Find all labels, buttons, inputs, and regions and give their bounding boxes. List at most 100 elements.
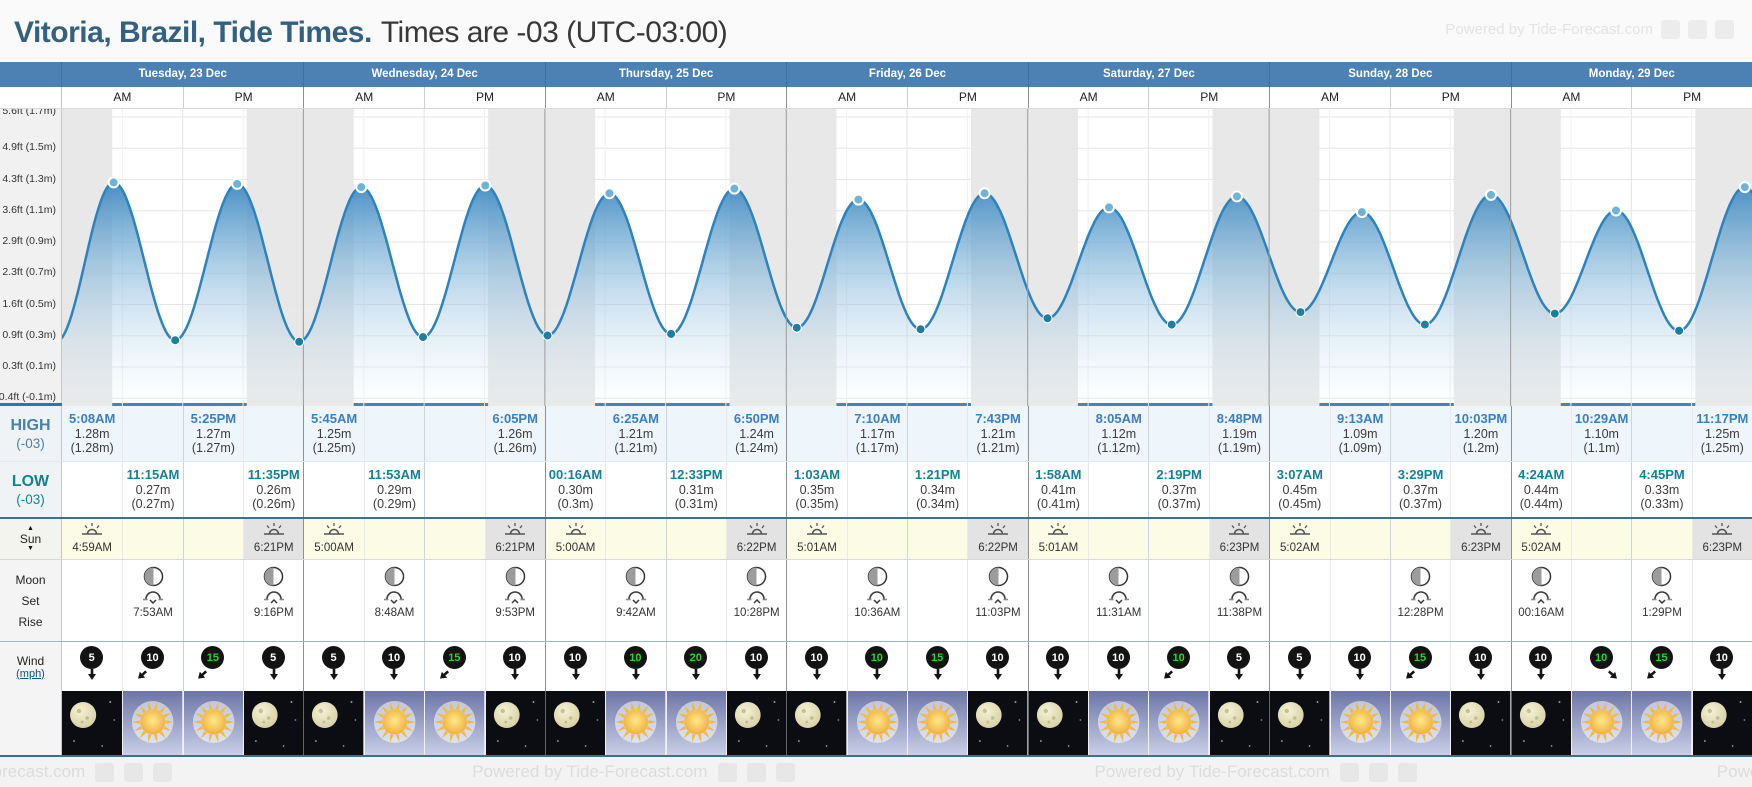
ampm-gutter <box>0 87 62 108</box>
low-tide-cell: 11:53AM 0.29m (0.29m) <box>363 462 424 517</box>
high-tide-cell: 10:03PM 1.20m (1.2m) <box>1450 406 1510 461</box>
wind-marker: 10 <box>743 646 771 686</box>
moon-cell <box>62 560 122 641</box>
high-tide-height-alt: (1.19m) <box>1217 441 1261 456</box>
low-tide-height-alt: (0.35m) <box>795 497 839 512</box>
footer-watermark-text[interactable]: Powered by Tide-Forecast.com <box>0 762 86 781</box>
low-tide-cell: 4:45PM 0.33m (0.33m) <box>1631 462 1691 517</box>
ampm-label-pm: PM <box>907 87 1028 108</box>
footer-social-icon[interactable] <box>746 762 766 782</box>
footer-watermark-link[interactable]: Powered by Tide-Forecast.com <box>0 762 173 782</box>
footer-watermark-text[interactable]: Powered by Tide-Forecast.com <box>1716 762 1752 781</box>
wind-speed: 10 <box>382 646 406 669</box>
y-axis: 5.6ft (1.7m) 4.9ft (1.5m) 4.3ft (1.3m) 3.6f… <box>0 109 62 403</box>
wind-direction-arrow <box>1718 669 1727 680</box>
sun-cell: 5:02AM <box>1510 519 1571 559</box>
day-sun-tile <box>123 691 183 755</box>
watermark-social-icon[interactable] <box>1688 20 1707 39</box>
footer-watermark-text[interactable]: Powered by Tide-Forecast.com <box>472 762 708 781</box>
low-tide-cell <box>1088 462 1148 517</box>
sunrise-sunset-icon <box>505 523 526 535</box>
low-tide-time: 1:58AM <box>1035 467 1082 482</box>
wind-unit-link[interactable]: (mph) <box>16 667 45 680</box>
wind-direction-arrow <box>1164 670 1174 679</box>
wind-speed: 10 <box>503 646 527 669</box>
day-sun-tile <box>1089 691 1149 755</box>
high-row-label: HIGH (-03) <box>0 406 62 461</box>
moon-cell: 11:38PM <box>1208 560 1269 641</box>
moon-row-label: Moon Set Rise <box>0 560 62 641</box>
footer-social-icon[interactable] <box>153 762 173 782</box>
weather-tile-day <box>907 691 968 755</box>
high-tide-height-alt: (1.24m) <box>735 441 779 456</box>
high-tide-cell <box>243 406 303 461</box>
sun-cell <box>605 519 665 559</box>
high-tide-time: 10:03PM <box>1454 411 1508 426</box>
sunset-arrow-icon: ▼ <box>27 545 34 552</box>
moon-rise-time: 11:38PM <box>1216 607 1263 619</box>
low-tide-cell <box>424 462 484 517</box>
sun-cell: 4:59AM <box>62 519 122 559</box>
wind-direction-arrow <box>994 669 1003 680</box>
day-sun-tile <box>1330 691 1390 755</box>
weather-tile-night <box>1208 691 1270 755</box>
high-tide-height-alt: (1.27m) <box>191 441 235 456</box>
header-watermark-text[interactable]: Powered by Tide-Forecast.com <box>1445 21 1653 38</box>
moon-phase-icon <box>626 566 646 587</box>
page-title-location: Vitoria, Brazil, Tide Times. <box>14 15 372 49</box>
wind-marker: 10 <box>1708 646 1736 686</box>
ampm-label-pm: PM <box>665 87 787 108</box>
low-tide-height-alt: (0.41m) <box>1036 497 1080 512</box>
footer-social-icon[interactable] <box>124 762 144 782</box>
high-tide-height-m: 1.25m <box>316 426 352 441</box>
wind-cell: 10 <box>1691 642 1752 691</box>
sun-cell <box>182 519 243 559</box>
footer-social-icon[interactable] <box>95 762 115 782</box>
footer-watermark-link[interactable]: Powered by Tide-Forecast.com <box>472 762 795 782</box>
wind-marker: 10 <box>863 646 891 686</box>
day-sun-tile <box>847 691 907 755</box>
low-tide-height-alt: (0.3m) <box>557 497 594 512</box>
sunset-time: 6:22PM <box>978 542 1018 554</box>
footer-watermark-link[interactable]: Powered by Tide-Forecast.com <box>1717 762 1752 782</box>
footer-social-icon[interactable] <box>1368 762 1388 782</box>
wind-direction-arrow <box>1607 670 1617 679</box>
day-header: Saturday, 27 Dec <box>1027 62 1269 87</box>
sun-cell <box>1148 519 1208 559</box>
watermark-social-icon[interactable] <box>1715 20 1734 39</box>
low-tide-height-m: 0.30m <box>558 482 593 497</box>
watermark-social-icon[interactable] <box>1661 20 1680 39</box>
footer-social-icon[interactable] <box>775 762 795 782</box>
footer-watermark-link[interactable]: Powered by Tide-Forecast.com <box>1095 762 1417 782</box>
wind-speed: 10 <box>563 646 587 669</box>
sunset-time: 6:21PM <box>495 542 535 554</box>
wind-marker: 15 <box>924 646 952 686</box>
footer-social-icon[interactable] <box>1397 762 1417 782</box>
moon-phase-icon <box>263 566 284 587</box>
wind-cell: 10 <box>846 642 907 691</box>
weather-tile-night <box>725 691 787 755</box>
moon-set-time: 11:31AM <box>1096 607 1142 619</box>
wind-marker: 10 <box>138 646 167 686</box>
ampm-label-am: AM <box>1027 87 1149 108</box>
day-sun-tile <box>606 691 666 755</box>
moon-rise-icon <box>746 591 767 604</box>
day-header: Thursday, 25 Dec <box>544 62 786 87</box>
high-tide-height-m: 1.25m <box>1704 426 1740 441</box>
weather-tile-day <box>1148 691 1209 755</box>
footer-social-icon[interactable] <box>1339 762 1359 782</box>
low-tide-cell <box>1691 462 1752 517</box>
wind-marker: 5 <box>260 646 288 686</box>
footer-watermark-text[interactable]: Powered by Tide-Forecast.com <box>1094 762 1330 781</box>
wind-cell: 10 <box>1088 642 1148 691</box>
high-tide-time: 5:45AM <box>310 411 358 426</box>
footer-social-icon[interactable] <box>717 762 737 782</box>
day-header: Wednesday, 24 Dec <box>303 62 544 87</box>
sun-cell: 6:21PM <box>243 519 304 559</box>
moon-rise-icon <box>505 591 526 604</box>
header-watermark-link[interactable]: Powered by Tide-Forecast.com <box>1445 20 1734 39</box>
low-tide-cell: 3:07AM 0.45m (0.45m) <box>1269 462 1329 517</box>
moon-set-icon <box>1410 591 1431 604</box>
weather-tile-day <box>1088 691 1149 755</box>
